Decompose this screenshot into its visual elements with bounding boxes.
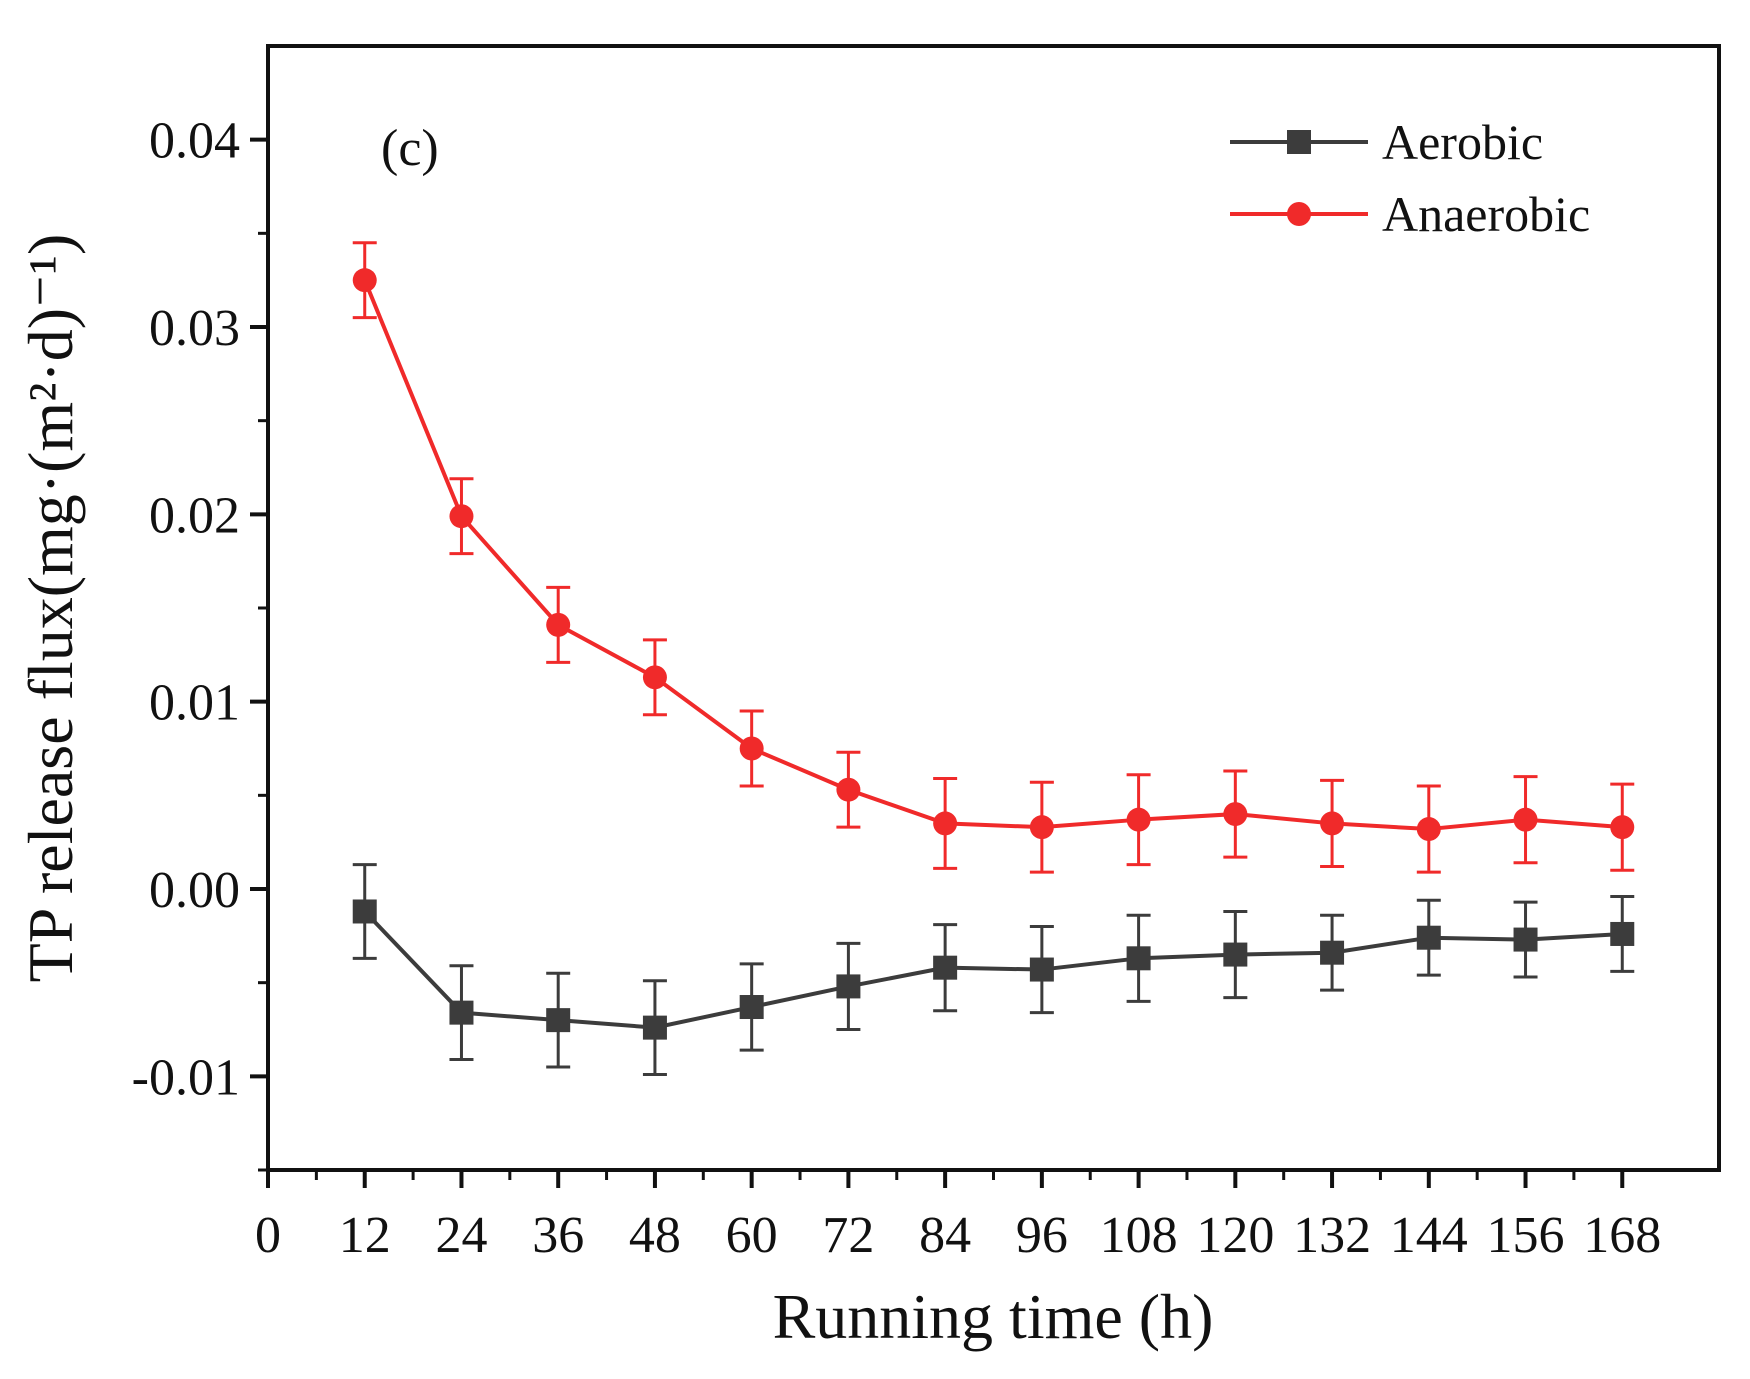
x-tick-label: 36 xyxy=(532,1207,584,1264)
legend: Aerobic Anaerobic xyxy=(1230,114,1590,242)
x-tick-label: 0 xyxy=(255,1207,281,1264)
aerobic-point xyxy=(1610,921,1635,946)
anaerobic-point xyxy=(1416,817,1441,842)
legend-anaerobic-label: Anaerobic xyxy=(1382,186,1590,242)
aerobic-line xyxy=(363,910,1623,1030)
anaerobic-point xyxy=(1223,802,1248,827)
aerobic-point xyxy=(739,995,764,1020)
y-axis-label: TP release flux(mg·(m²·d)⁻¹) xyxy=(15,234,86,983)
x-tick-label: 156 xyxy=(1487,1207,1565,1264)
x-tick-label: 60 xyxy=(726,1207,778,1264)
aerobic-point xyxy=(1513,927,1538,952)
x-tick-label: 144 xyxy=(1390,1207,1468,1264)
x-tick-label: 108 xyxy=(1100,1207,1178,1264)
aerobic-series xyxy=(352,863,1635,1076)
y-axis-ticks: -0.01 0.00 0.01 0.02 0.03 0.04 xyxy=(132,113,268,1172)
x-tick-label: 168 xyxy=(1583,1207,1661,1264)
x-tick-label: 120 xyxy=(1196,1207,1274,1264)
aerobic-point xyxy=(1416,925,1441,950)
y-tick-label: 0.03 xyxy=(149,300,240,357)
legend-aerobic-marker xyxy=(1287,130,1311,154)
anaerobic-point xyxy=(1126,807,1151,832)
y-tick-label: -0.01 xyxy=(132,1049,240,1106)
x-tick-label: 96 xyxy=(1016,1207,1068,1264)
legend-anaerobic-marker xyxy=(1287,202,1311,226)
x-axis-ticks: 0 12 24 36 48 60 72 84 96 108 120 132 144 156 168 xyxy=(255,1170,1661,1264)
anaerobic-series xyxy=(352,241,1635,874)
aerobic-point xyxy=(1320,940,1345,965)
aerobic-point xyxy=(1223,942,1248,967)
panel-label: (c) xyxy=(381,120,439,177)
aerobic-point xyxy=(836,974,861,999)
anaerobic-point xyxy=(1610,815,1635,840)
anaerobic-point xyxy=(642,665,667,690)
x-tick-label: 132 xyxy=(1293,1207,1371,1264)
legend-aerobic-label: Aerobic xyxy=(1382,114,1543,170)
anaerobic-point xyxy=(933,811,958,836)
anaerobic-point xyxy=(1029,815,1054,840)
anaerobic-point xyxy=(739,736,764,761)
aerobic-point xyxy=(449,1000,474,1025)
aerobic-point xyxy=(1029,957,1054,982)
x-tick-label: 48 xyxy=(629,1207,681,1264)
anaerobic-point xyxy=(449,504,474,529)
anaerobic-point xyxy=(546,612,571,637)
aerobic-point xyxy=(933,955,958,980)
series-layer xyxy=(352,241,1635,1076)
x-tick-label: 72 xyxy=(822,1207,874,1264)
y-tick-label: 0.00 xyxy=(149,862,240,919)
x-tick-label: 12 xyxy=(339,1207,391,1264)
aerobic-point xyxy=(1126,946,1151,971)
y-tick-label: 0.02 xyxy=(149,487,240,544)
y-tick-label: 0.04 xyxy=(149,113,240,170)
aerobic-point xyxy=(546,1008,571,1033)
aerobic-point xyxy=(352,899,377,924)
x-tick-label: 24 xyxy=(435,1207,487,1264)
anaerobic-point xyxy=(1320,811,1345,836)
anaerobic-point xyxy=(836,777,861,802)
x-tick-label: 84 xyxy=(919,1207,971,1264)
anaerobic-line xyxy=(362,279,1623,832)
anaerobic-point xyxy=(1513,807,1538,832)
anaerobic-point xyxy=(352,268,377,293)
y-tick-label: 0.01 xyxy=(149,675,240,732)
x-axis-label: Running time (h) xyxy=(773,1281,1214,1352)
aerobic-point xyxy=(642,1015,667,1040)
